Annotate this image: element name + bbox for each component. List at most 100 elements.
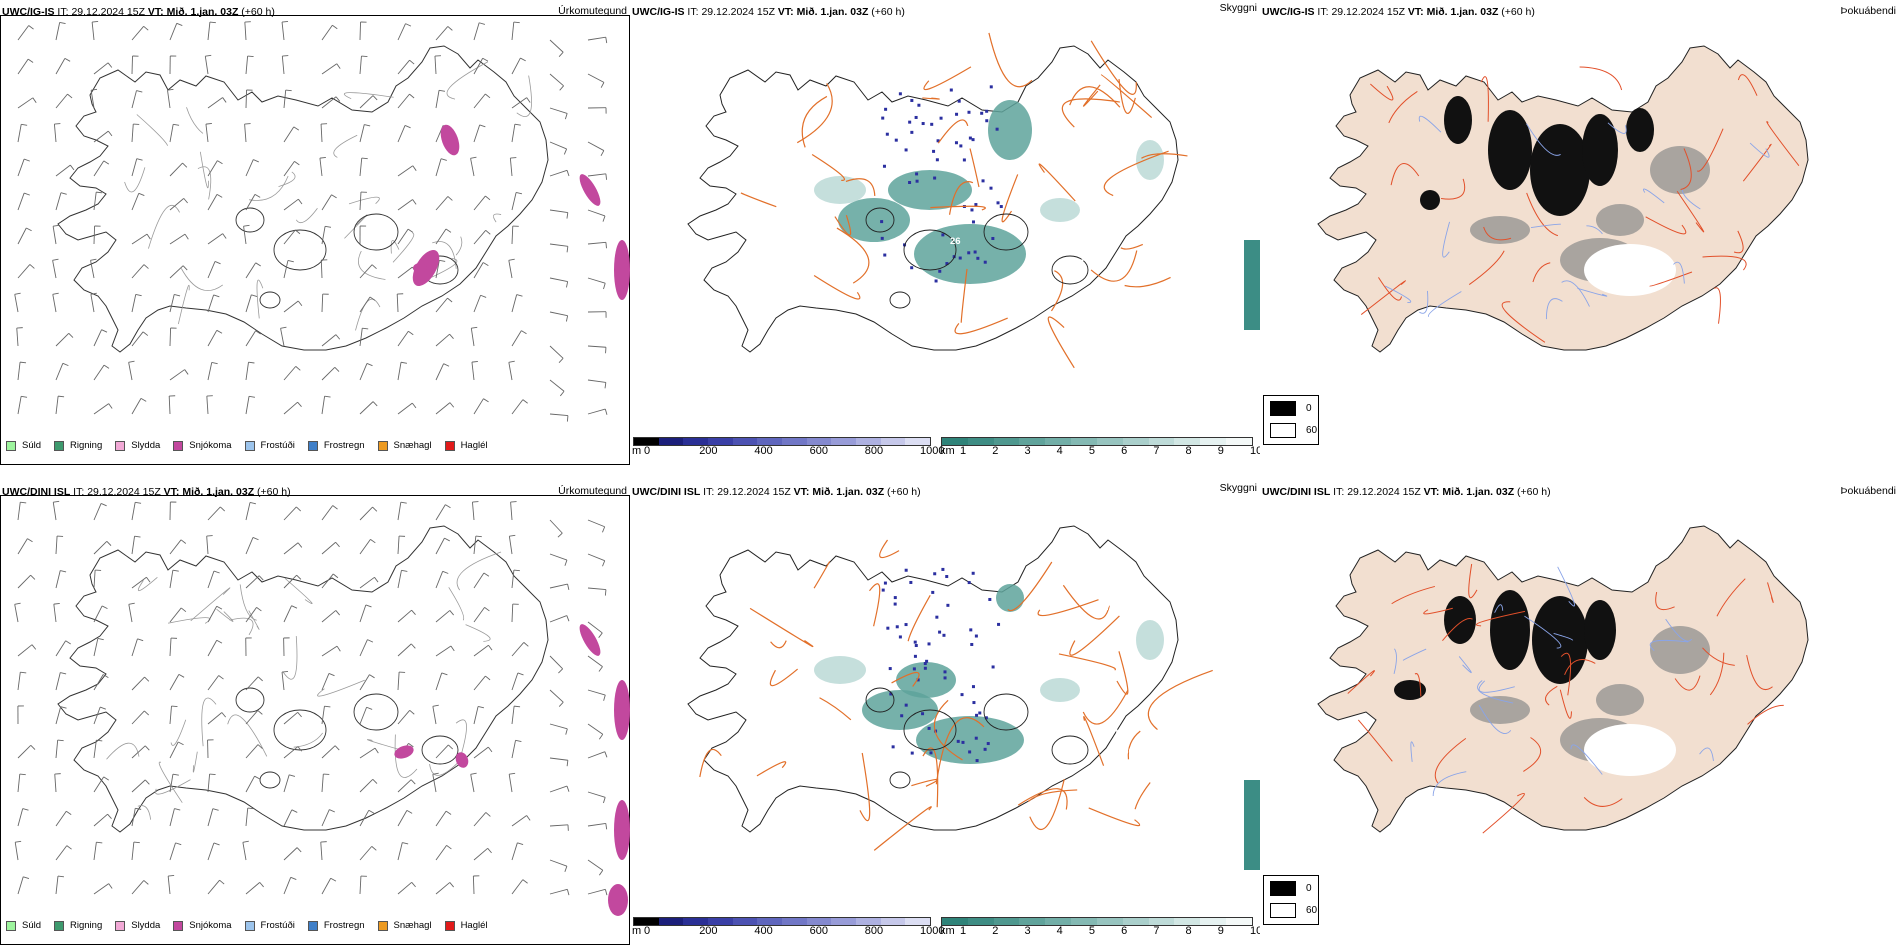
wind-barb	[169, 808, 175, 827]
wind-barb-flag	[509, 772, 516, 775]
wind-barb-flag	[412, 165, 417, 171]
wind-barb	[511, 879, 524, 895]
wind-barb	[470, 774, 475, 793]
wind-barb	[435, 297, 448, 313]
wind-barb	[169, 774, 174, 793]
road-line	[933, 699, 963, 761]
colorbar-cell	[707, 438, 733, 445]
road-line	[1090, 40, 1137, 95]
fog-high-area	[1530, 124, 1590, 216]
low-ceiling-cell	[914, 115, 918, 119]
low-ceiling-cell	[974, 203, 978, 207]
wind-barb-flag	[401, 569, 408, 572]
wind-barb-flag	[598, 666, 603, 672]
road-line	[136, 114, 169, 146]
wind-barb-flag	[281, 671, 289, 673]
wind-barb	[17, 264, 31, 279]
wind-barb	[17, 124, 22, 143]
wind-barb	[320, 842, 323, 861]
wind-barb	[131, 880, 145, 895]
road-line	[493, 213, 502, 223]
road-line	[749, 607, 814, 648]
ceiling-colorbar: m 0 200 400 600 800 1000	[632, 917, 944, 939]
road-line	[155, 779, 191, 795]
wind-barb-flag	[184, 233, 189, 240]
river-line	[1418, 115, 1442, 133]
wind-barb	[131, 676, 145, 691]
low-ceiling-cell	[927, 642, 931, 646]
wind-barb-flag	[409, 93, 415, 99]
road-line	[390, 240, 400, 254]
road-line	[1696, 128, 1724, 172]
legend-label: Frostregn	[323, 440, 365, 451]
legend-swatch	[244, 920, 255, 931]
wind-barb	[93, 541, 108, 555]
wind-barb-flag	[57, 739, 64, 742]
wind-barb-flag	[598, 870, 604, 876]
wind-barb-flag	[14, 292, 21, 295]
wind-barb-flag	[180, 607, 187, 613]
road-line	[988, 32, 1033, 88]
wind-barb	[321, 541, 336, 555]
road-line	[1083, 716, 1105, 766]
road-line	[190, 587, 231, 622]
wind-barb-flag	[520, 57, 526, 62]
vt-value: Mið. 1.jan. 03Z	[182, 486, 255, 498]
road-line	[249, 175, 289, 201]
road-line	[1523, 737, 1541, 772]
wind-barb	[321, 610, 337, 623]
wind-barb	[53, 124, 57, 143]
fog-high-area	[1584, 600, 1616, 660]
glacier-outline	[1051, 255, 1089, 285]
low-ceiling-cell	[967, 581, 971, 585]
fog-index-title: Þokuábendi	[1840, 5, 1896, 17]
wind-barb	[16, 328, 19, 347]
road-line	[1388, 91, 1418, 124]
wind-barb	[93, 329, 102, 347]
fog-index-panel: UWC/DINI ISL IT: 29.12.2024 15Z VT: Mið.…	[1260, 480, 1900, 945]
wind-barb	[549, 169, 568, 177]
wind-barb-flag	[30, 574, 36, 580]
wind-barb	[587, 689, 606, 696]
legend-item-0: Súld	[6, 440, 41, 451]
wind-barb-flag	[448, 744, 454, 750]
wind-barb	[435, 26, 449, 41]
road-line	[811, 153, 846, 181]
wind-barb	[17, 158, 25, 177]
fog-legend-swatch	[1270, 903, 1296, 918]
wind-barb-flag	[564, 559, 568, 566]
wind-barb-flag	[485, 229, 491, 235]
wind-barb-flag	[470, 772, 477, 775]
road-line	[891, 671, 920, 687]
fog-high-area	[1420, 190, 1440, 210]
wind-barb	[587, 241, 606, 245]
wind-barb	[510, 502, 513, 521]
wind-barb	[435, 810, 447, 827]
legend-item-1: Rigning	[54, 920, 102, 931]
wind-barb-flag	[372, 779, 378, 784]
road-line	[282, 636, 298, 680]
wind-barb	[587, 73, 605, 83]
low-visibility-area	[988, 100, 1032, 160]
low-ceiling-cell	[997, 622, 1001, 626]
colorbar-cell	[732, 918, 758, 925]
road-line	[170, 719, 187, 746]
wind-barb-flag	[516, 294, 523, 297]
wind-barb-flag	[605, 173, 608, 180]
wind-barb	[435, 402, 451, 415]
low-ceiling-cell	[983, 747, 987, 751]
road-line	[699, 749, 722, 778]
road-line	[907, 595, 931, 642]
low-ceiling-cell	[999, 205, 1003, 209]
it-label: IT:	[1317, 6, 1329, 18]
low-ceiling-cell	[916, 678, 920, 682]
glacier-outline	[983, 213, 1029, 251]
low-ceiling-cell	[908, 180, 912, 184]
wind-barb-flag	[213, 842, 220, 846]
fog-medium-area	[1470, 696, 1530, 724]
legend-item-3: Snjókoma	[173, 440, 232, 451]
road-line	[1645, 216, 1687, 235]
wind-barb-flag	[523, 642, 529, 647]
wind-barb-flag	[488, 645, 493, 651]
road-line	[201, 697, 217, 747]
